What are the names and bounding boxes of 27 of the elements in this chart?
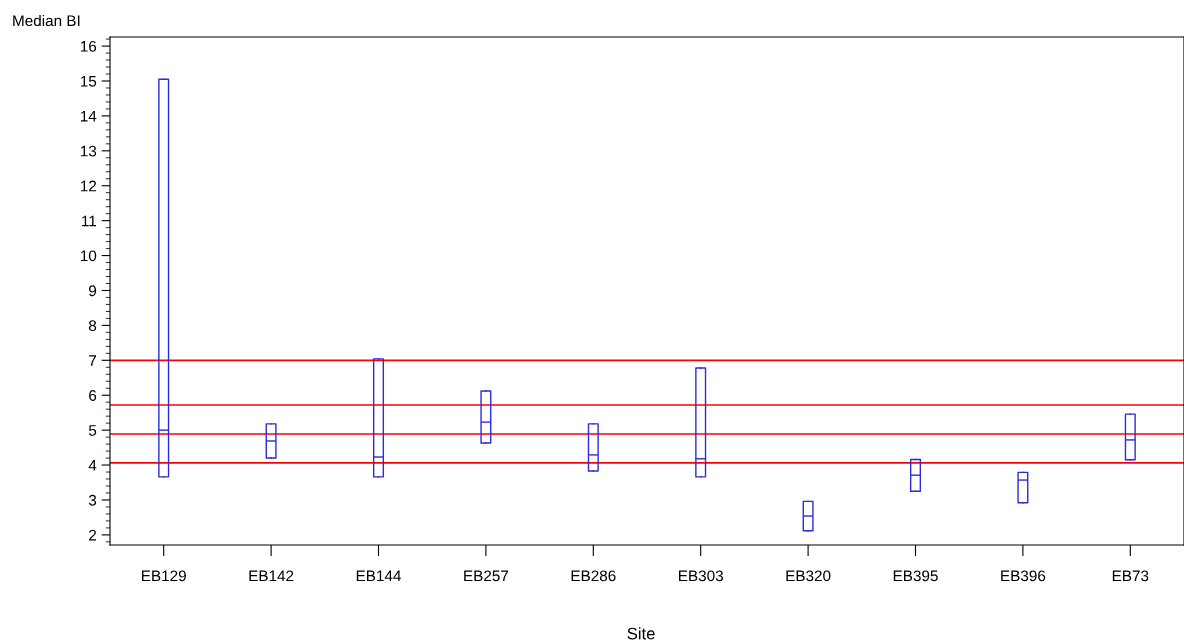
x-tick-label: EB142 [249,570,294,582]
y-tick-label: 14 [80,110,97,122]
y-tick-label: 8 [88,320,97,332]
y-tick-label: 6 [89,390,97,401]
x-tick-label: EB395 [893,570,938,582]
y-tick-label: 10 [80,250,97,262]
y-tick-label: 2 [89,529,97,541]
x-tick-label: EB129 [142,570,186,582]
y-tick-label: 5 [88,425,97,436]
y-tick-label: 11 [82,215,97,227]
y-tick-label: 9 [89,285,97,297]
x-axis-title: Site [627,627,655,640]
y-tick-label: 15 [80,76,97,87]
y-tick-label: 4 [88,460,97,471]
x-tick-label: EB320 [786,570,831,582]
x-tick-label: EB303 [679,570,723,582]
y-tick-label: 16 [80,40,97,52]
y-tick-label: 12 [80,180,97,192]
y-axis-title: Median BI [13,14,80,27]
x-tick-label: EB286 [571,570,616,582]
x-tick-label: EB73 [1112,570,1149,582]
y-tick-label: 3 [88,494,97,506]
y-tick-label: 7 [89,355,97,366]
y-tick-label: 13 [80,145,97,157]
x-tick-label: EB144 [356,570,401,582]
x-tick-label: EB257 [464,570,509,582]
x-tick-label: EB396 [1001,570,1046,582]
